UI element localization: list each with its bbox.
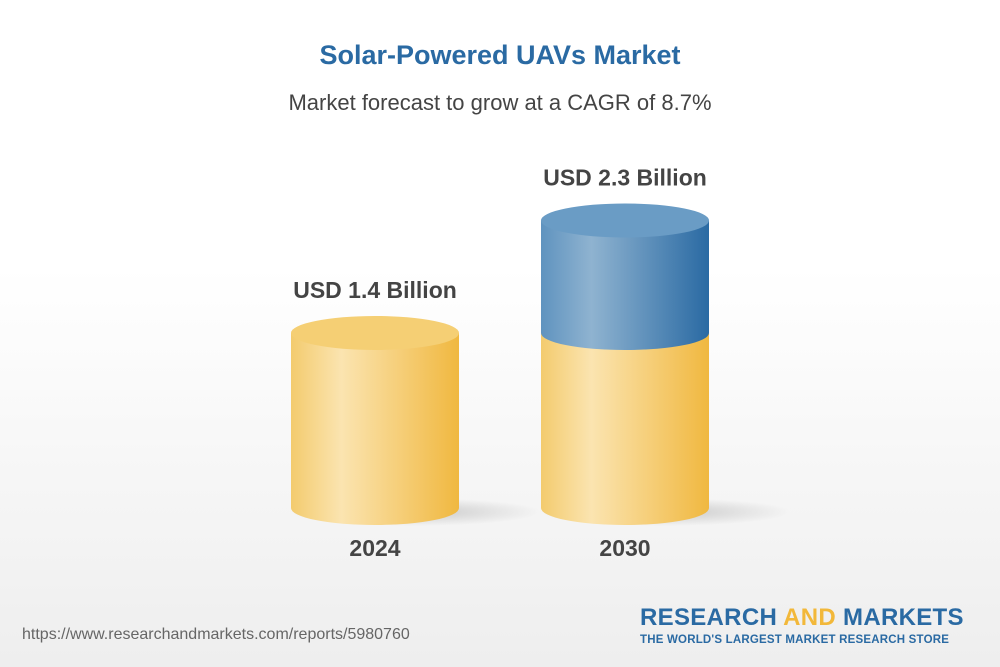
x-tick-2030: 2030 [599, 535, 650, 561]
data-label-2024: USD 1.4 Billion [293, 277, 457, 303]
bar-2024-top [291, 316, 459, 350]
bar-2030-growth-top [541, 203, 709, 238]
chart-title: Solar-Powered UAVs Market [319, 40, 681, 70]
source-url[interactable]: https://www.researchandmarkets.com/repor… [22, 626, 410, 643]
data-label-2030: USD 2.3 Billion [543, 165, 707, 191]
x-tick-2024: 2024 [349, 535, 400, 561]
logo-tagline: THE WORLD'S LARGEST MARKET RESEARCH STOR… [640, 634, 950, 646]
bar-2030-growth [541, 220, 709, 350]
bar-2024 [291, 333, 459, 525]
bar-2030-base [541, 333, 709, 525]
research-and-markets-logo: RESEARCH AND MARKETS THE WORLD'S LARGEST… [640, 604, 976, 646]
chart-subtitle: Market forecast to grow at a CAGR of 8.7… [288, 90, 712, 115]
